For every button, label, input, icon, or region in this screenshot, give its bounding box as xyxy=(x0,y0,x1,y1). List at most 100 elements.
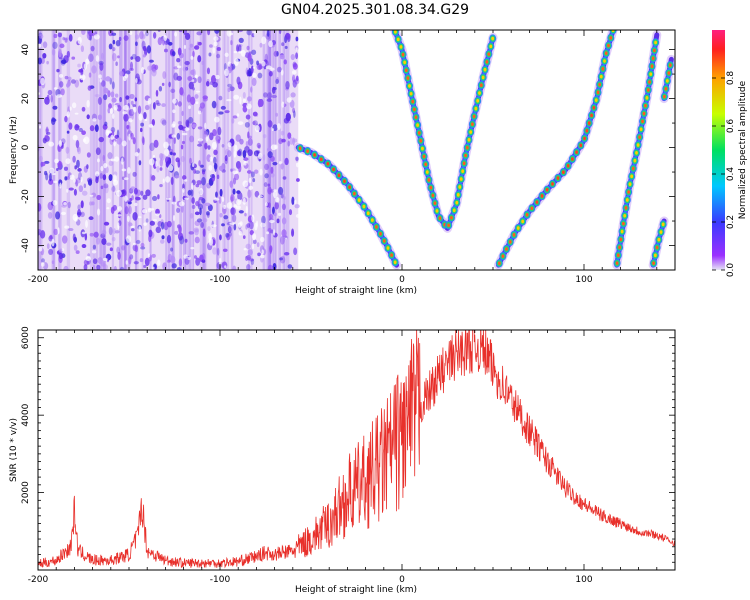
noise-streak xyxy=(215,30,219,270)
track-blob-peak xyxy=(652,48,656,53)
noise-gap xyxy=(137,216,142,219)
noise-gap xyxy=(72,134,78,141)
noise-streak xyxy=(124,30,127,270)
track-blob-peak xyxy=(352,191,356,196)
noise-speckle xyxy=(111,53,117,62)
noise-gap xyxy=(238,50,243,54)
track-blob-peak xyxy=(601,67,605,71)
noise-streak xyxy=(124,30,127,270)
noise-speckle xyxy=(245,243,251,250)
noise-speckle xyxy=(47,89,53,96)
noise-gap xyxy=(106,130,112,134)
noise-gap xyxy=(93,34,100,40)
noise-speckle xyxy=(174,230,179,235)
noise-speckle xyxy=(250,65,254,74)
noise-gap xyxy=(248,177,252,183)
noise-speckle xyxy=(178,30,183,33)
noise-speckle xyxy=(123,113,129,122)
noise-speckle xyxy=(269,213,274,220)
noise-speckle xyxy=(296,178,300,182)
track-blob-peak xyxy=(472,114,476,119)
noise-speckle xyxy=(194,236,200,244)
noise-speckle xyxy=(77,146,82,155)
noise-speckle xyxy=(151,174,156,181)
noise-streak xyxy=(202,30,206,270)
noise-gap xyxy=(38,92,41,95)
noise-speckle xyxy=(281,138,286,143)
noise-gap xyxy=(266,231,270,235)
noise-speckle xyxy=(292,79,297,88)
track-blob-peak xyxy=(609,36,613,40)
noise-speckle xyxy=(230,168,233,172)
noise-speckle xyxy=(235,134,241,142)
noise-gap xyxy=(172,109,176,114)
noise-gap xyxy=(224,265,227,269)
noise-speckle xyxy=(45,172,49,181)
noise-speckle xyxy=(212,81,218,88)
noise-speckle xyxy=(196,180,202,185)
noise-gap xyxy=(218,257,222,266)
noise-speckle xyxy=(217,139,221,144)
noise-speckle xyxy=(276,51,279,57)
noise-gap xyxy=(261,36,267,45)
noise-speckle xyxy=(167,159,172,165)
noise-speckle xyxy=(261,215,266,224)
noise-speckle xyxy=(169,151,173,156)
track-blob-peak xyxy=(435,209,439,213)
noise-speckle xyxy=(42,53,47,59)
noise-speckle xyxy=(273,212,277,217)
noise-speckle xyxy=(115,40,121,47)
noise-speckle xyxy=(242,91,246,99)
noise-speckle xyxy=(106,256,110,263)
noise-speckle xyxy=(194,170,201,175)
snr-line xyxy=(38,330,675,569)
track-blob-peak xyxy=(650,64,654,69)
noise-gap xyxy=(234,144,238,152)
noise-gap xyxy=(280,69,284,76)
noise-speckle xyxy=(158,214,162,219)
track-blob-peak xyxy=(651,56,655,61)
track-blob-peak xyxy=(594,98,598,102)
noise-gap xyxy=(99,78,102,83)
noise-gap xyxy=(138,113,143,121)
track-blob-peak xyxy=(464,153,467,158)
track-blob-peak xyxy=(646,88,650,92)
noise-speckle xyxy=(238,44,242,53)
track-blob-peak xyxy=(556,176,560,180)
noise-speckle xyxy=(97,114,102,121)
noise-speckle xyxy=(140,190,144,196)
noise-speckle xyxy=(66,83,70,88)
noise-speckle xyxy=(111,186,116,192)
noise-gap xyxy=(122,111,128,115)
noise-speckle xyxy=(281,217,287,225)
noise-gap xyxy=(184,127,190,131)
noise-speckle xyxy=(290,92,296,98)
noise-speckle xyxy=(91,201,95,206)
noise-speckle xyxy=(135,41,138,47)
noise-gap xyxy=(212,47,216,54)
noise-gap xyxy=(110,158,116,162)
noise-speckle xyxy=(216,47,221,51)
track-blob-peak xyxy=(390,253,393,257)
track-blob-peak xyxy=(579,143,583,148)
noise-speckle xyxy=(218,196,222,204)
noise-speckle xyxy=(108,43,113,50)
noise-speckle xyxy=(128,205,132,215)
noise-speckle xyxy=(176,207,181,213)
noise-speckle xyxy=(267,183,271,187)
track-blob-peak xyxy=(469,130,473,134)
track-blob-peak xyxy=(654,40,658,45)
track-blob-peak xyxy=(431,193,435,198)
noise-gap xyxy=(172,214,176,222)
track-blob-peak xyxy=(631,166,635,171)
noise-gap xyxy=(141,66,145,74)
noise-speckle xyxy=(140,122,145,127)
y-tick-label: 40 xyxy=(21,44,31,56)
noise-speckle xyxy=(197,41,202,46)
noise-speckle xyxy=(222,248,228,252)
track-blob-peak xyxy=(370,218,374,222)
noise-speckle xyxy=(284,157,289,166)
noise-gap xyxy=(183,254,188,259)
y-tick-label: -40 xyxy=(21,238,31,253)
noise-gap xyxy=(63,202,67,206)
